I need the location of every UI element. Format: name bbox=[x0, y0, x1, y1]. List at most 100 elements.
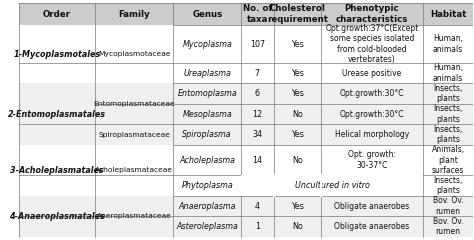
Bar bbox=[19, 63, 95, 83]
Text: Aneroplasmataceae: Aneroplasmataceae bbox=[97, 213, 172, 219]
Text: Insects,
plants: Insects, plants bbox=[433, 84, 463, 103]
Text: Bov. Ov.
rumen: Bov. Ov. rumen bbox=[433, 197, 464, 216]
Bar bbox=[173, 63, 241, 83]
Bar bbox=[19, 196, 95, 216]
Bar bbox=[241, 83, 273, 104]
Text: Asteroleplasma: Asteroleplasma bbox=[176, 222, 238, 231]
Text: Insects,
plants: Insects, plants bbox=[433, 104, 463, 124]
Bar bbox=[241, 25, 273, 63]
Bar bbox=[273, 63, 321, 83]
Bar bbox=[273, 104, 321, 124]
Bar bbox=[423, 124, 474, 145]
Text: 107: 107 bbox=[250, 40, 265, 48]
Bar bbox=[19, 104, 95, 124]
Text: No: No bbox=[292, 109, 303, 119]
Text: Genus: Genus bbox=[192, 10, 222, 19]
Text: Ureaplasma: Ureaplasma bbox=[183, 69, 231, 78]
Bar bbox=[321, 216, 423, 237]
Text: Yes: Yes bbox=[291, 202, 304, 211]
Bar bbox=[173, 145, 241, 175]
Bar bbox=[173, 25, 241, 63]
Text: Mesoplasma: Mesoplasma bbox=[182, 109, 232, 119]
Text: Insects,
plants: Insects, plants bbox=[433, 125, 463, 144]
Text: Family: Family bbox=[118, 10, 150, 19]
Text: Spiroplasmataceae: Spiroplasmataceae bbox=[98, 132, 170, 138]
Bar bbox=[241, 175, 273, 196]
Text: 14: 14 bbox=[253, 156, 263, 165]
Bar bbox=[241, 63, 273, 83]
Bar bbox=[173, 83, 241, 104]
Text: Phytoplasma: Phytoplasma bbox=[182, 181, 233, 190]
Text: Anaeroplasma: Anaeroplasma bbox=[179, 202, 236, 211]
Bar bbox=[19, 124, 95, 145]
Text: 6: 6 bbox=[255, 89, 260, 98]
Bar bbox=[273, 196, 321, 216]
Bar bbox=[95, 145, 173, 175]
Bar bbox=[19, 145, 95, 175]
Bar bbox=[241, 216, 273, 237]
Bar bbox=[241, 104, 273, 124]
Bar bbox=[173, 216, 241, 237]
Bar bbox=[19, 25, 95, 63]
Text: Habitat: Habitat bbox=[430, 10, 466, 19]
Text: 34: 34 bbox=[253, 130, 263, 139]
Bar bbox=[241, 196, 273, 216]
Bar bbox=[423, 196, 474, 216]
Bar bbox=[173, 196, 241, 216]
Text: Yes: Yes bbox=[291, 69, 304, 78]
Bar bbox=[95, 25, 173, 63]
Text: 12: 12 bbox=[252, 109, 263, 119]
Text: Acholeplasmataceae: Acholeplasmataceae bbox=[95, 167, 173, 173]
Bar bbox=[173, 3, 241, 25]
Text: No. of
taxa: No. of taxa bbox=[243, 5, 272, 24]
Bar bbox=[321, 104, 423, 124]
Bar bbox=[173, 175, 241, 196]
Bar bbox=[423, 216, 474, 237]
Bar bbox=[423, 83, 474, 104]
Text: 7: 7 bbox=[255, 69, 260, 78]
Bar bbox=[241, 124, 273, 145]
Bar bbox=[95, 3, 173, 25]
Text: Opt.growth:37°C(Except
some species isolated
from cold-blooded
vertebrates): Opt.growth:37°C(Except some species isol… bbox=[325, 24, 419, 64]
Bar bbox=[95, 216, 173, 237]
Text: No: No bbox=[292, 222, 303, 231]
Bar bbox=[273, 83, 321, 104]
Bar bbox=[241, 3, 273, 25]
Bar bbox=[321, 25, 423, 63]
Text: 1-Mycoplasmotales: 1-Mycoplasmotales bbox=[13, 50, 100, 59]
Bar bbox=[273, 216, 321, 237]
Bar bbox=[273, 145, 321, 175]
Text: Spiroplasma: Spiroplasma bbox=[182, 130, 232, 139]
Text: Yes: Yes bbox=[291, 40, 304, 48]
Text: Animals,
plant
surfaces: Animals, plant surfaces bbox=[431, 145, 465, 175]
Bar bbox=[241, 175, 423, 196]
Text: Order: Order bbox=[43, 10, 71, 19]
Text: Bov. Ov.
rumen: Bov. Ov. rumen bbox=[433, 217, 464, 236]
Bar bbox=[173, 104, 241, 124]
Text: Mycoplasmotaceae: Mycoplasmotaceae bbox=[98, 51, 170, 57]
Text: Yes: Yes bbox=[291, 130, 304, 139]
Bar bbox=[321, 83, 423, 104]
Text: 4: 4 bbox=[255, 202, 260, 211]
Bar bbox=[19, 3, 95, 25]
Text: 2-Entomoplasmatales: 2-Entomoplasmatales bbox=[8, 109, 106, 119]
Text: 1: 1 bbox=[255, 222, 260, 231]
Text: Human,
animals: Human, animals bbox=[433, 34, 463, 54]
Bar bbox=[321, 175, 423, 196]
Bar bbox=[95, 104, 173, 124]
Text: No: No bbox=[292, 156, 303, 165]
Text: Yes: Yes bbox=[291, 89, 304, 98]
Bar bbox=[95, 124, 173, 145]
Bar bbox=[423, 104, 474, 124]
Text: Urease positive: Urease positive bbox=[342, 69, 401, 78]
Text: Entomoplasma: Entomoplasma bbox=[177, 89, 237, 98]
Text: Opt.growth:30°C: Opt.growth:30°C bbox=[340, 89, 404, 98]
Bar bbox=[423, 175, 474, 196]
Bar bbox=[273, 175, 321, 196]
Text: Entomoplasmataceae: Entomoplasmataceae bbox=[93, 101, 175, 107]
Bar bbox=[321, 145, 423, 175]
Bar bbox=[321, 63, 423, 83]
Bar bbox=[173, 124, 241, 145]
Bar bbox=[321, 124, 423, 145]
Text: Uncultured in vitro: Uncultured in vitro bbox=[295, 181, 370, 190]
